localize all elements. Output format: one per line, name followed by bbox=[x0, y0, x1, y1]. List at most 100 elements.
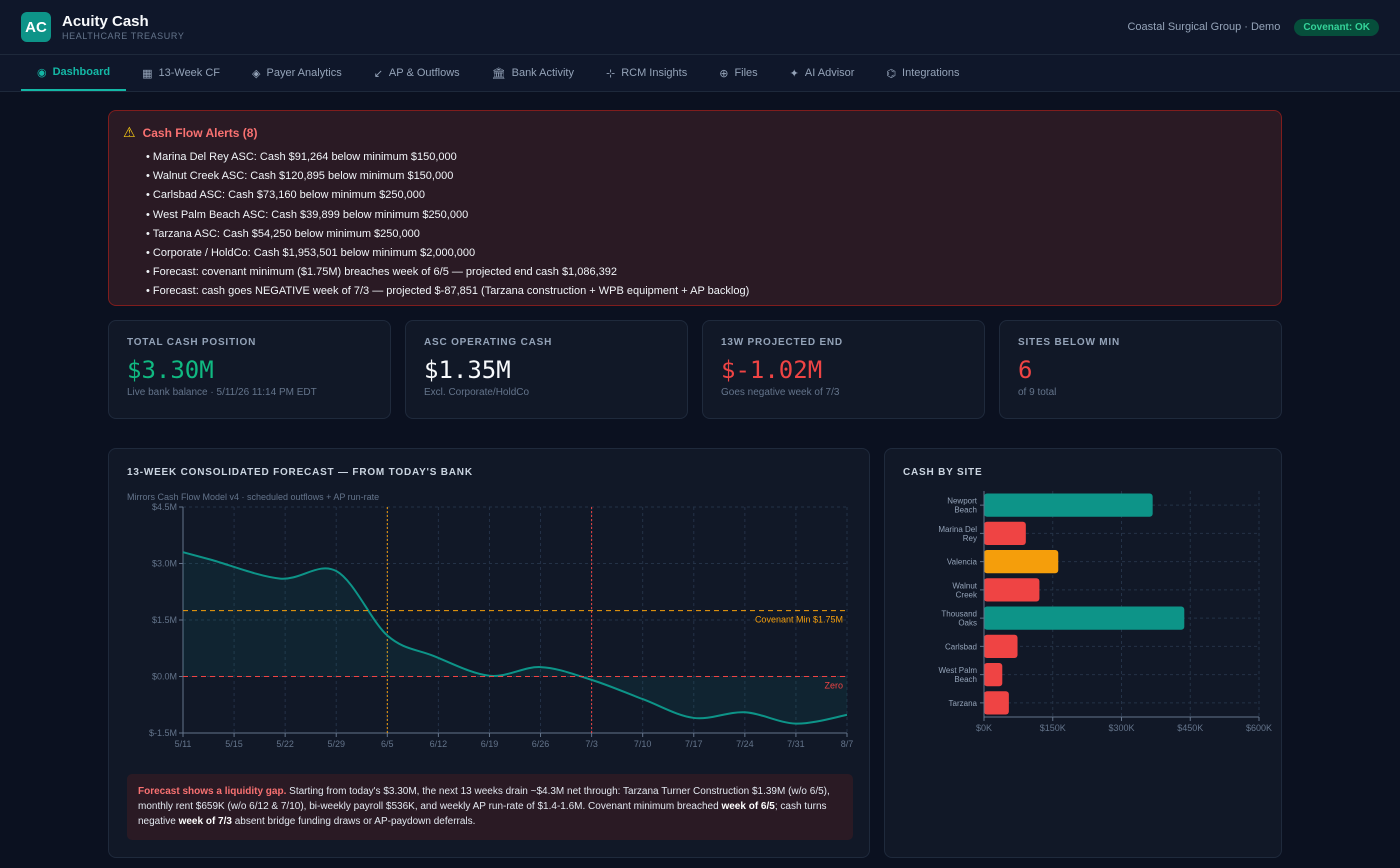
kpi-value: $-1.02M bbox=[721, 356, 823, 384]
tab-label: Files bbox=[734, 67, 758, 79]
kpi-sub: Live bank balance · 5/11/26 11:14 PM EDT bbox=[127, 387, 317, 398]
site-bar[interactable] bbox=[984, 521, 1026, 545]
x-tick-label: 6/26 bbox=[532, 739, 550, 749]
tab-label: Dashboard bbox=[52, 66, 111, 78]
x-tick-label: $600K bbox=[1246, 723, 1272, 733]
integrations-icon: ⌬ bbox=[886, 67, 897, 80]
tab-ap-outflows[interactable]: ↙ AP & Outflows bbox=[358, 55, 476, 91]
kpi-label: ASC OPERATING CASH bbox=[424, 337, 553, 348]
tab-payer-analytics[interactable]: ◈ Payer Analytics bbox=[236, 55, 358, 91]
insights-icon: ⊹ bbox=[605, 67, 616, 80]
app-logo[interactable]: AC bbox=[21, 12, 51, 42]
forecast-note: Forecast shows a liquidity gap. Starting… bbox=[127, 774, 853, 840]
site-label: Thousand bbox=[941, 610, 977, 619]
kpi-card: TOTAL CASH POSITION $3.30M Live bank balan… bbox=[108, 320, 391, 419]
x-tick-label: 6/19 bbox=[481, 739, 499, 749]
x-tick-label: 5/15 bbox=[225, 739, 243, 749]
tab-dashboard[interactable]: ◉ Dashboard bbox=[21, 55, 127, 91]
warning-icon: ⚠ bbox=[123, 124, 136, 140]
tab-ai-advisor[interactable]: ✦ AI Advisor bbox=[774, 55, 871, 91]
bank-icon: 🏛 bbox=[491, 67, 506, 80]
site-label: Walnut bbox=[952, 581, 977, 590]
x-tick-label: $300K bbox=[1108, 723, 1134, 733]
header-right: Coastal Surgical Group · Demo Covenant: … bbox=[1127, 18, 1379, 36]
kpi-value: $3.30M bbox=[127, 356, 214, 384]
forecast-area bbox=[183, 552, 847, 724]
zero-label: Zero bbox=[824, 681, 843, 691]
files-icon: ⊕ bbox=[719, 67, 729, 80]
x-tick-label: 6/12 bbox=[430, 739, 448, 749]
alert-item: • Tarzana ASC: Cash $54,250 below minimu… bbox=[146, 227, 420, 240]
note-text-2: ; cash turns negative bbox=[138, 801, 827, 827]
sparkle-icon: ✦ bbox=[789, 67, 799, 80]
site-label: Beach bbox=[954, 675, 977, 684]
alert-item: • Carlsbad ASC: Cash $73,160 below minim… bbox=[146, 189, 426, 202]
x-tick-label: 5/11 bbox=[175, 739, 192, 749]
x-tick-label: $450K bbox=[1177, 723, 1203, 733]
alert-item: • Walnut Creek ASC: Cash $120,895 below … bbox=[146, 170, 454, 183]
site-label: Beach bbox=[954, 506, 977, 515]
note-text-3: absent bridge funding draws or AP-paydow… bbox=[231, 816, 476, 827]
dashboard-icon: ◉ bbox=[37, 66, 47, 79]
kpi-label: TOTAL CASH POSITION bbox=[127, 337, 257, 348]
site-label: Creek bbox=[956, 590, 978, 599]
kpi-card: SITES BELOW MIN 6 of 9 total bbox=[999, 320, 1282, 419]
site-bar[interactable] bbox=[984, 663, 1003, 687]
site-label: Valencia bbox=[947, 558, 978, 567]
tab-rcm-insights[interactable]: ⊹ RCM Insights bbox=[590, 55, 703, 91]
org-name[interactable]: Coastal Surgical Group · Demo bbox=[1127, 21, 1281, 33]
kpi-row: TOTAL CASH POSITION $3.30M Live bank balan… bbox=[108, 320, 1282, 419]
app-header: AC Acuity Cash HEALTHCARE TREASURY Coast… bbox=[0, 0, 1400, 55]
tab-label: Integrations bbox=[902, 67, 960, 79]
site-bar[interactable] bbox=[984, 493, 1153, 517]
site-label: Marina Del bbox=[938, 525, 977, 534]
cash-by-site-panel: CASH BY SITE $0K $150K $300K $450K $600K Newp… bbox=[884, 448, 1282, 858]
alert-item: • Corporate / HoldCo: Cash $1,953,501 be… bbox=[146, 246, 476, 259]
tab-label: RCM Insights bbox=[621, 67, 688, 79]
tab-bank-activity[interactable]: 🏛 Bank Activity bbox=[476, 55, 590, 91]
note-lead: Forecast shows a liquidity gap. bbox=[138, 786, 287, 797]
alert-list: • Marina Del Rey ASC: Cash $91,264 below… bbox=[146, 148, 1267, 302]
forecast-chart[interactable]: $4.5M $3.0M $1.5M $0.0M $-1.5M5/11 5/15 5/22 5/… bbox=[109, 499, 869, 759]
kpi-value: $1.35M bbox=[424, 356, 511, 384]
note-text-1: Starting from today's $3.30M, the next 1… bbox=[138, 786, 830, 812]
y-tick-label: $-1.5M bbox=[149, 728, 177, 738]
main-nav: ◉ Dashboard ▦ 13-Week CF ◈ Payer Analytics ↙ AP… bbox=[0, 55, 1400, 92]
y-tick-label: $1.5M bbox=[152, 615, 177, 625]
site-label: Carlsbad bbox=[945, 642, 977, 651]
y-tick-label: $3.0M bbox=[152, 559, 177, 569]
x-tick-label: 7/31 bbox=[787, 739, 805, 749]
site-bar[interactable] bbox=[984, 606, 1185, 630]
tab-label: 13-Week CF bbox=[158, 67, 221, 79]
alert-item: • Marina Del Rey ASC: Cash $91,264 below… bbox=[146, 151, 457, 163]
tab-label: AI Advisor bbox=[804, 67, 855, 79]
alert-item: • Forecast: covenant minimum ($1.75M) br… bbox=[146, 266, 617, 279]
cash-flow-alerts: ⚠ Cash Flow Alerts (8) • Marina Del Rey … bbox=[108, 110, 1282, 306]
forecast-line bbox=[182, 551, 848, 725]
covenant-badge: Covenant: OK bbox=[1294, 18, 1379, 36]
kpi-sub: of 9 total bbox=[1018, 387, 1057, 398]
site-bar[interactable] bbox=[984, 578, 1040, 602]
cash-by-site-chart[interactable]: $0K $150K $300K $450K $600KNewportBeachMarin… bbox=[885, 489, 1281, 789]
alert-item: • Forecast: cash goes NEGATIVE week of 7… bbox=[146, 285, 750, 298]
tab-integrations[interactable]: ⌬ Integrations bbox=[870, 55, 975, 91]
tab-13-week-cf[interactable]: ▦ 13-Week CF bbox=[126, 55, 236, 91]
site-bar[interactable] bbox=[984, 550, 1059, 574]
x-tick-label: 6/5 bbox=[381, 739, 394, 749]
brand: Acuity Cash HEALTHCARE TREASURY bbox=[62, 13, 184, 41]
tab-files[interactable]: ⊕ Files bbox=[703, 55, 773, 91]
site-label: Oaks bbox=[958, 619, 977, 628]
site-label: Rey bbox=[963, 534, 977, 543]
arrow-down-left-icon: ↙ bbox=[373, 67, 383, 80]
site-label: West Palm bbox=[938, 666, 977, 675]
site-bar[interactable] bbox=[984, 691, 1009, 715]
forecast-panel: 13-WEEK CONSOLIDATED FORECAST — FROM TOD… bbox=[108, 448, 870, 858]
site-bar[interactable] bbox=[984, 634, 1018, 658]
x-tick-label: 8/7 bbox=[841, 739, 854, 749]
kpi-value: 6 bbox=[1018, 356, 1033, 384]
x-tick-label: 7/10 bbox=[634, 739, 652, 749]
alerts-title-text: Cash Flow Alerts (8) bbox=[142, 125, 258, 140]
alerts-title: ⚠ Cash Flow Alerts (8) bbox=[123, 124, 1267, 141]
kpi-card: 13W PROJECTED END $-1.02M Goes negative we… bbox=[702, 320, 985, 419]
y-tick-label: $4.5M bbox=[152, 502, 177, 512]
